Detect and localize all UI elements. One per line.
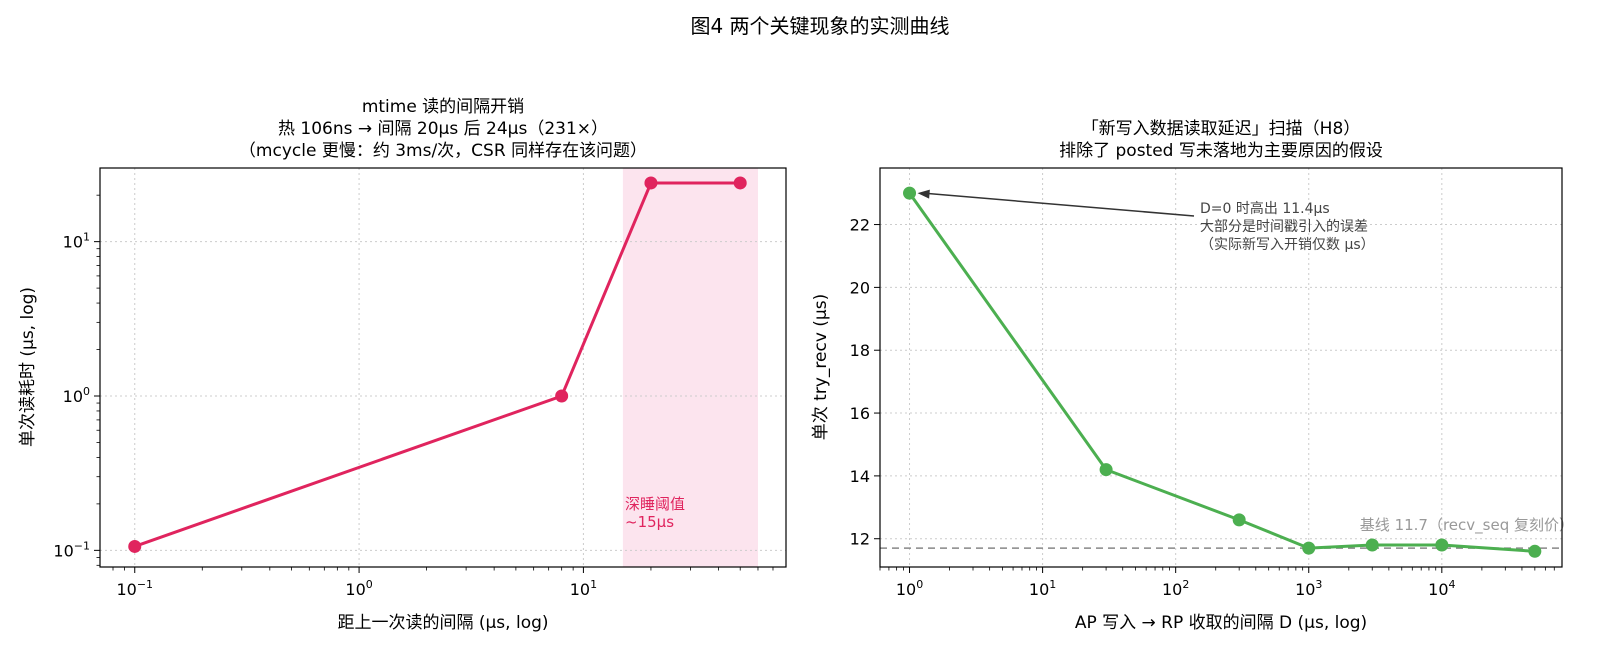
left-title-line1: mtime 读的间隔开销 (362, 97, 524, 117)
left-y-axis-label: 单次读耗时 (μs, log) (18, 287, 38, 447)
annotation-arrowhead (917, 189, 930, 199)
right-data-point (1302, 541, 1316, 555)
left-x-tick-label: 100 (345, 578, 372, 599)
right-data-point (1528, 544, 1542, 558)
annotation-arrow (923, 192, 1195, 217)
right-y-tick-label: 18 (850, 341, 870, 360)
right-y-tick-label: 14 (850, 467, 870, 486)
right-y-tick-label: 20 (850, 278, 870, 297)
left-title-line3: （mcycle 更慢：约 3ms/次，CSR 同样存在该问题） (239, 140, 647, 161)
right-series-points (903, 186, 1542, 558)
right-y-tick-label: 12 (850, 530, 870, 549)
right-x-tick-label: 100 (896, 578, 923, 599)
figure-suptitle: 图4 两个关键现象的实测曲线 (690, 14, 949, 38)
left-x-axis-label: 距上一次读的间隔 (μs, log) (337, 613, 548, 633)
annotation-line2: 大部分是时间戳引入的误差 (1200, 219, 1368, 235)
left-data-point (733, 176, 747, 190)
right-plot-background (880, 168, 1562, 567)
left-chart: 10−1 100 101 10−1 100 101 深睡阈值 ~15μs mtime 读的… (18, 97, 787, 633)
left-y-tick-label: 100 (63, 385, 90, 406)
right-title-line1: 「新写入数据读取延迟」扫描（H8） (1082, 119, 1361, 139)
right-chart: 100 101 102 103 104 12 14 16 18 20 22 基线 11.7（recv… (811, 119, 1574, 633)
left-series-line (134, 181, 741, 548)
right-x-tick-label: 104 (1428, 578, 1455, 599)
left-title-line2: 热 106ns → 间隔 20μs 后 24μs（231×） (278, 119, 608, 139)
right-data-point (1099, 463, 1113, 477)
annotation-line1: D=0 时高出 11.4μs (1200, 200, 1330, 217)
right-axes-frame (879, 167, 1563, 568)
annotation-line3: （实际新写入开销仅数 μs） (1200, 237, 1375, 253)
left-x-tick-label: 10−1 (116, 578, 153, 599)
right-grid (880, 168, 1562, 567)
right-y-axis-label: 单次 try_recv (μs) (811, 294, 831, 440)
right-data-point (1365, 538, 1379, 552)
left-data-point (555, 389, 569, 403)
left-shaded-region (622, 168, 758, 567)
right-x-tick-label: 103 (1295, 578, 1322, 599)
left-grid (100, 168, 786, 567)
left-data-point (128, 539, 142, 553)
right-y-tick-label: 22 (850, 216, 870, 235)
left-series-points (128, 176, 747, 553)
left-y-tick-label: 101 (63, 231, 90, 252)
right-y-tick-label: 16 (850, 404, 870, 423)
shade-label-line2: ~15μs (625, 513, 674, 531)
right-data-point (1232, 513, 1246, 527)
right-ticks: 100 101 102 103 104 12 14 16 18 20 22 (850, 216, 1555, 599)
right-title-line2: 排除了 posted 写未落地为主要原因的假设 (1059, 141, 1383, 161)
right-x-tick-label: 102 (1162, 578, 1189, 599)
shade-label-line1: 深睡阈值 (625, 495, 685, 513)
right-x-axis-label: AP 写入 → RP 收取的间隔 D (μs, log) (1075, 613, 1367, 633)
right-data-point (1435, 538, 1449, 552)
left-data-point (644, 176, 658, 190)
right-data-point (903, 186, 917, 200)
left-x-tick-label: 101 (570, 578, 597, 599)
left-y-tick-label: 10−1 (53, 539, 90, 560)
baseline-label: 基线 11.7（recv_seq 复刻价） (1360, 516, 1574, 535)
left-axes-frame (99, 167, 787, 568)
right-x-tick-label: 101 (1029, 578, 1056, 599)
